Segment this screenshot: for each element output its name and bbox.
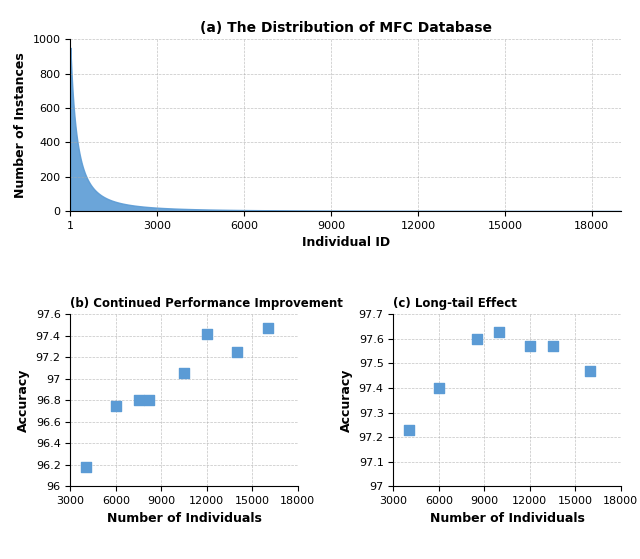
Point	[494, 327, 504, 336]
Text: (c) Long-tail Effect: (c) Long-tail Effect	[394, 297, 517, 310]
Point	[202, 329, 212, 338]
Title: (a) The Distribution of MFC Database: (a) The Distribution of MFC Database	[200, 21, 492, 35]
X-axis label: Number of Individuals: Number of Individuals	[107, 511, 262, 524]
Point	[111, 401, 121, 410]
X-axis label: Individual ID: Individual ID	[301, 236, 390, 249]
Point	[134, 396, 144, 405]
Text: (b) Continued Performance Improvement: (b) Continued Performance Improvement	[70, 297, 343, 310]
Point	[586, 366, 596, 375]
Point	[403, 425, 413, 434]
Point	[547, 342, 557, 350]
Point	[179, 369, 189, 378]
X-axis label: Number of Individuals: Number of Individuals	[429, 511, 584, 524]
Point	[434, 383, 444, 392]
Point	[232, 348, 243, 357]
Point	[144, 396, 154, 405]
Point	[472, 334, 482, 343]
Point	[262, 324, 273, 333]
Point	[525, 342, 535, 350]
Y-axis label: Number of Instances: Number of Instances	[14, 52, 27, 198]
Y-axis label: Accuracy: Accuracy	[17, 368, 30, 432]
Y-axis label: Accuracy: Accuracy	[340, 368, 353, 432]
Point	[81, 462, 91, 471]
